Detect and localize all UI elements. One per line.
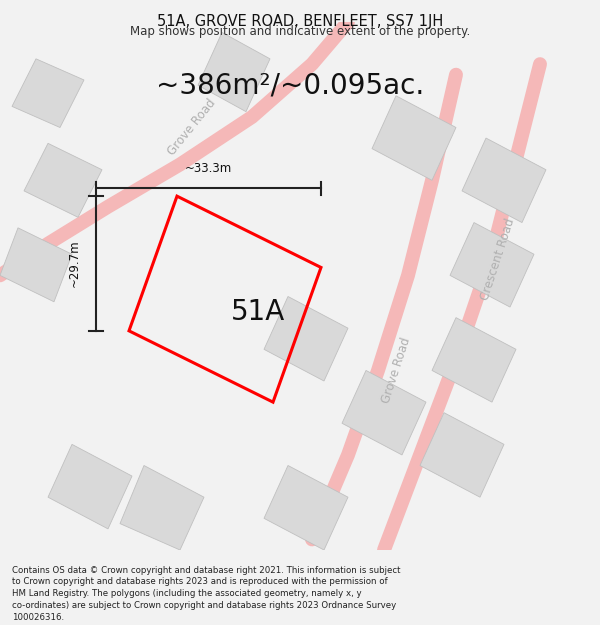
Polygon shape — [432, 318, 516, 402]
Polygon shape — [342, 371, 426, 455]
Polygon shape — [420, 412, 504, 498]
Polygon shape — [372, 96, 456, 180]
Text: ~386m²/~0.095ac.: ~386m²/~0.095ac. — [156, 71, 424, 99]
Polygon shape — [48, 444, 132, 529]
Text: 51A: 51A — [231, 298, 285, 326]
Text: Contains OS data © Crown copyright and database right 2021. This information is : Contains OS data © Crown copyright and d… — [12, 566, 401, 622]
Text: ~29.7m: ~29.7m — [68, 239, 81, 287]
Polygon shape — [24, 143, 102, 218]
Polygon shape — [198, 32, 270, 112]
Polygon shape — [462, 138, 546, 222]
Text: Crescent Road: Crescent Road — [479, 217, 517, 302]
Polygon shape — [450, 222, 534, 307]
Polygon shape — [120, 466, 204, 550]
Text: Grove Road: Grove Road — [379, 336, 413, 405]
Polygon shape — [264, 296, 348, 381]
Polygon shape — [12, 59, 84, 127]
Polygon shape — [0, 228, 72, 302]
Text: Grove Road: Grove Road — [166, 97, 218, 158]
Text: Map shows position and indicative extent of the property.: Map shows position and indicative extent… — [130, 25, 470, 38]
Text: ~33.3m: ~33.3m — [185, 162, 232, 175]
Polygon shape — [264, 466, 348, 550]
Text: 51A, GROVE ROAD, BENFLEET, SS7 1JH: 51A, GROVE ROAD, BENFLEET, SS7 1JH — [157, 14, 443, 29]
